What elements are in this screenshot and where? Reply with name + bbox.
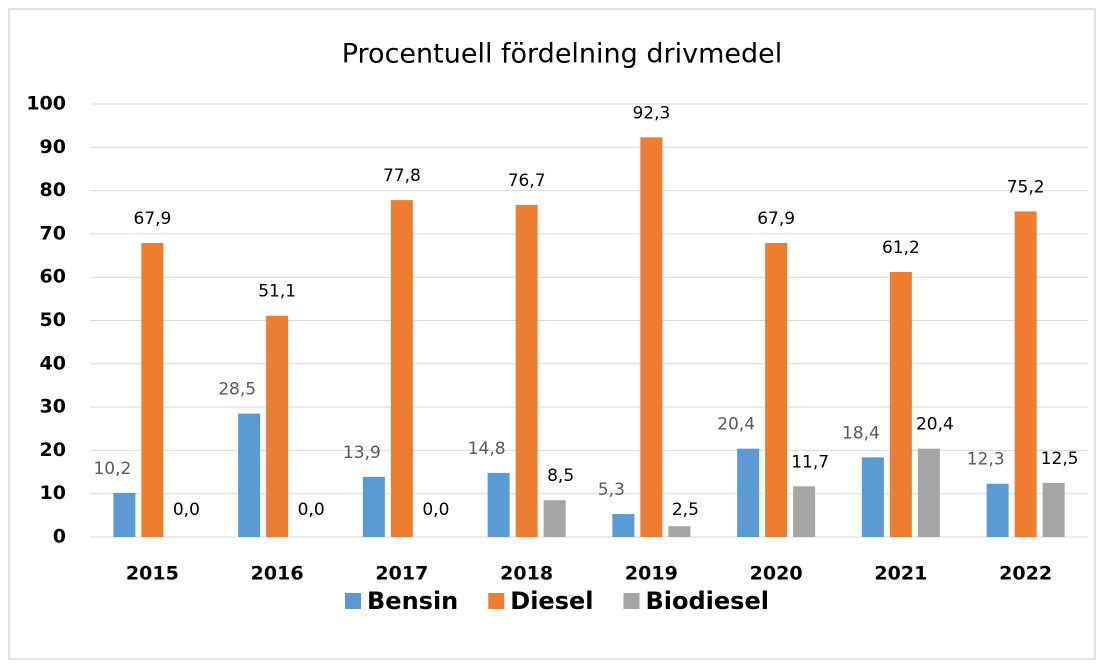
data-label: 5,3	[598, 480, 625, 500]
bar	[487, 472, 510, 537]
x-tick-label: 2019	[625, 563, 678, 585]
bar	[917, 448, 940, 537]
bar	[889, 272, 912, 537]
y-tick-label: 0	[53, 526, 66, 548]
data-label: 61,2	[882, 238, 920, 258]
data-label: 0,0	[173, 500, 200, 520]
bar	[543, 500, 566, 537]
y-tick-label: 100	[26, 93, 66, 115]
bar	[1042, 482, 1065, 537]
x-tick-label: 2015	[126, 563, 179, 585]
data-label: 2,5	[672, 500, 699, 520]
bar	[266, 315, 289, 537]
bar	[390, 200, 413, 537]
data-label: 13,9	[343, 443, 381, 463]
x-tick-label: 2022	[999, 563, 1052, 585]
data-label: 20,4	[916, 415, 954, 435]
bar	[986, 483, 1009, 537]
data-label: 11,7	[791, 452, 829, 472]
data-label: 8,5	[547, 466, 574, 486]
legend-label: Biodiesel	[645, 587, 768, 615]
data-label: 18,4	[842, 423, 880, 443]
y-tick-label: 60	[40, 266, 66, 288]
legend-label: Bensin	[367, 587, 458, 615]
bar	[1014, 211, 1037, 537]
data-label: 76,7	[508, 171, 546, 191]
x-tick-label: 2020	[750, 563, 803, 585]
legend-swatch	[345, 593, 361, 609]
y-tick-label: 90	[40, 136, 66, 158]
bar	[640, 137, 663, 537]
bar	[141, 242, 164, 538]
y-tick-label: 50	[40, 309, 66, 331]
data-label: 92,3	[632, 103, 670, 123]
x-tick-label: 2017	[375, 563, 428, 585]
bar	[515, 204, 538, 537]
data-label: 28,5	[218, 380, 256, 400]
bar	[765, 242, 788, 538]
y-tick-label: 80	[40, 179, 66, 201]
data-label: 0,0	[422, 500, 449, 520]
bar	[238, 413, 261, 537]
x-tick-label: 2021	[874, 563, 927, 585]
x-tick-label: 2018	[500, 563, 553, 585]
data-label: 10,2	[93, 459, 131, 479]
bar	[113, 492, 136, 537]
y-tick-label: 10	[40, 482, 66, 504]
bar	[612, 514, 635, 537]
chart-border	[8, 8, 1096, 660]
y-tick-label: 20	[40, 439, 66, 461]
y-tick-label: 40	[40, 352, 66, 374]
bar	[793, 486, 816, 537]
bar	[861, 457, 884, 537]
y-tick-label: 30	[40, 396, 66, 418]
data-label: 12,3	[967, 450, 1005, 470]
legend-label: Diesel	[510, 587, 593, 615]
x-tick-label: 2016	[251, 563, 304, 585]
legend-swatch	[623, 593, 640, 609]
y-tick-label: 70	[40, 222, 66, 244]
data-label: 51,1	[258, 282, 296, 302]
data-label: 67,9	[133, 209, 171, 229]
bar	[668, 526, 691, 537]
data-label: 67,9	[757, 209, 795, 229]
data-label: 0,0	[298, 500, 325, 520]
data-label: 14,8	[468, 439, 506, 459]
bar	[362, 476, 385, 537]
legend-swatch	[488, 593, 505, 609]
data-label: 20,4	[717, 415, 755, 435]
bar	[737, 448, 760, 537]
data-label: 75,2	[1007, 177, 1045, 197]
chart-title: Procentuell fördelning drivmedel	[342, 39, 783, 70]
data-label: 77,8	[383, 166, 421, 186]
data-label: 12,5	[1041, 449, 1079, 469]
